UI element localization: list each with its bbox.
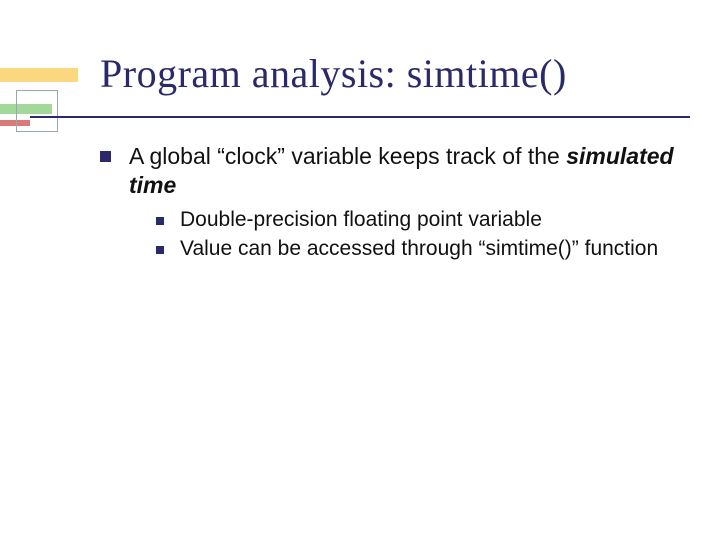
slide: Program analysis: simtime() A global “cl…: [0, 0, 720, 540]
slide-title: Program analysis: simtime(): [100, 50, 670, 97]
sub-bullet-group: Double-precision floating point variable…: [156, 207, 680, 263]
bullet-level1: A global “clock” variable keeps track of…: [100, 142, 680, 201]
decor-bar-yellow: [0, 68, 78, 82]
title-underline: [30, 116, 690, 118]
bullet-text: Value can be accessed through “simtime()…: [180, 236, 658, 263]
corner-decoration: [0, 68, 78, 130]
square-bullet-icon: [156, 217, 164, 225]
square-bullet-icon: [156, 246, 164, 254]
slide-content: A global “clock” variable keeps track of…: [100, 142, 680, 265]
decor-square: [16, 90, 58, 132]
bullet-level2: Double-precision floating point variable: [156, 207, 680, 234]
bullet-text: Double-precision floating point variable: [180, 207, 542, 234]
bullet-text-pre: A global “clock” variable keeps track of…: [129, 143, 566, 169]
bullet-text: A global “clock” variable keeps track of…: [129, 142, 680, 201]
bullet-level2: Value can be accessed through “simtime()…: [156, 236, 680, 263]
square-bullet-icon: [100, 151, 111, 162]
